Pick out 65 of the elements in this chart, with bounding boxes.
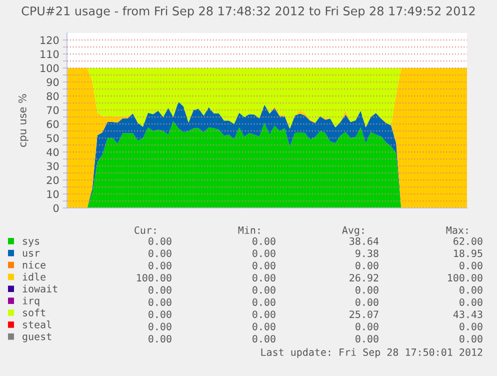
text: 0.00 <box>252 310 276 318</box>
y-tick-label: 100 <box>40 64 59 72</box>
text: 18.95 <box>454 250 482 258</box>
text: 0.00 <box>148 322 172 330</box>
y-tick-label: 0 <box>53 204 59 212</box>
text: 0.00 <box>252 274 276 282</box>
text: Avg: <box>342 226 364 236</box>
legend-label: nice <box>22 260 46 269</box>
legend-label: usr <box>22 250 40 257</box>
y-tick-label: 30 <box>46 162 59 170</box>
y-tick-label: 70 <box>46 106 59 114</box>
text: 0.00 <box>252 237 276 245</box>
chart-title: CPU#21 usage - from Fri Sep 28 17:48:32 2012 to Fri Sep 28 17:49:52 2012 <box>22 6 475 18</box>
y-tick-label: 50 <box>46 134 59 142</box>
text: 0.00 <box>148 262 172 270</box>
text: 0.00 <box>252 322 276 330</box>
text: 26.92 <box>350 274 378 282</box>
legend-label: idle <box>22 272 46 281</box>
text: 0.00 <box>356 262 378 270</box>
text: 0.00 <box>460 262 482 270</box>
text: Last update: Fri Sep 28 17:50:01 2012 <box>261 348 482 358</box>
text: 0.00 <box>148 334 172 343</box>
text: 9.38 <box>356 250 378 258</box>
text: 0.00 <box>148 286 172 294</box>
text: 62.00 <box>454 237 482 245</box>
y-tick-label: 110 <box>40 50 59 58</box>
text: 100.00 <box>137 274 172 282</box>
text: 0.00 <box>460 322 482 330</box>
text: Min: <box>238 226 260 234</box>
y-axis-title: cpu use % <box>18 94 28 147</box>
legend-label: sys <box>23 239 40 247</box>
legend-label: steal <box>23 320 52 328</box>
y-tick-label: 90 <box>46 78 59 86</box>
text: 25.07 <box>350 310 378 318</box>
text: 0.00 <box>252 286 276 294</box>
text: 0.00 <box>252 262 276 270</box>
y-tick-label: 20 <box>46 176 59 184</box>
legend-label: guest <box>22 333 52 342</box>
legend-label: iowait <box>22 284 58 293</box>
text: 0.00 <box>252 298 276 306</box>
text: 0.00 <box>356 286 378 294</box>
y-tick-label: 60 <box>46 120 59 128</box>
text: Cur: <box>134 226 156 234</box>
text: 0.00 <box>460 334 482 343</box>
text: 0.00 <box>356 334 378 343</box>
y-tick-label: 120 <box>40 36 59 44</box>
text: 0.00 <box>148 250 172 258</box>
text: 0.00 <box>148 237 172 245</box>
text: 100.00 <box>448 274 482 282</box>
text: 0.00 <box>148 310 172 318</box>
legend-label: soft <box>23 308 46 316</box>
text: 0.00 <box>356 298 378 306</box>
text: 38.64 <box>350 237 379 245</box>
legend-label: irq <box>22 296 40 306</box>
text: Max: <box>446 226 468 234</box>
text: 0.00 <box>252 334 276 343</box>
text: 0.00 <box>460 298 482 306</box>
text: 43.43 <box>453 310 482 318</box>
y-tick-label: 80 <box>46 92 59 100</box>
y-tick-label: 10 <box>47 190 59 198</box>
text: 0.00 <box>460 286 482 294</box>
text: 0.00 <box>252 250 276 258</box>
text: 0.00 <box>148 298 172 306</box>
text: 0.00 <box>356 322 378 330</box>
y-tick-label: 40 <box>46 148 59 156</box>
